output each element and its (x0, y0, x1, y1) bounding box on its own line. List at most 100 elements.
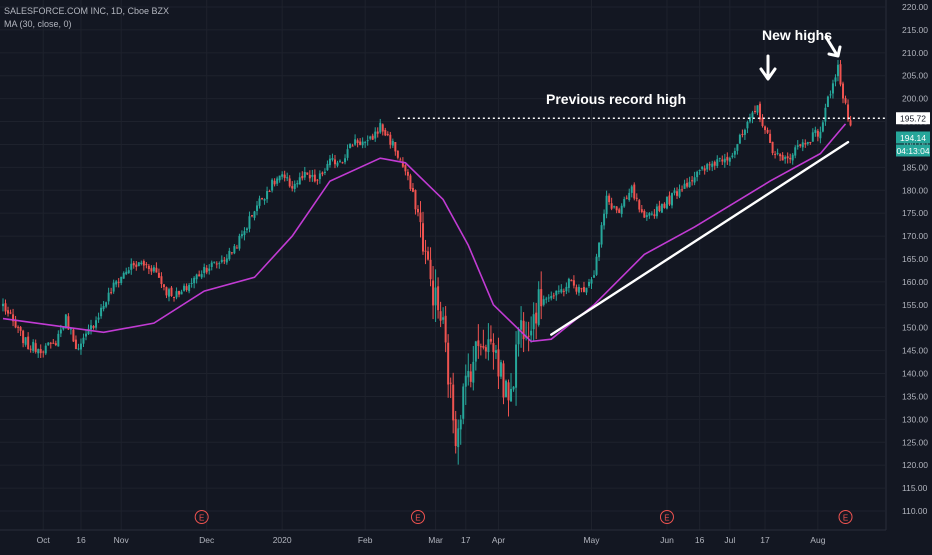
candle-body (7, 310, 10, 314)
candle-body (587, 281, 590, 287)
candle (336, 160, 339, 168)
candle-body (713, 161, 716, 166)
candle (711, 160, 714, 172)
candle-body (235, 247, 238, 249)
candle-body (208, 268, 211, 271)
candle-body (691, 180, 694, 182)
candles (2, 59, 852, 465)
candle-body (673, 190, 676, 194)
candle-body (819, 131, 822, 139)
candle-body (658, 205, 661, 212)
candle-body (449, 382, 452, 384)
candle-body (585, 287, 588, 293)
candle (542, 295, 545, 307)
candle-body (643, 210, 646, 218)
candle (416, 205, 419, 217)
candle-body (527, 335, 530, 337)
candle-body (283, 174, 286, 178)
candle (64, 313, 67, 329)
candle (49, 341, 52, 349)
candle-body (590, 279, 593, 284)
candle-body (826, 96, 829, 107)
candle-body (386, 133, 389, 136)
candle-body (686, 182, 689, 187)
y-tick-label: 130.00 (902, 414, 928, 424)
candle (608, 193, 611, 205)
candle (794, 145, 797, 159)
candle (771, 141, 774, 156)
candle (706, 162, 709, 173)
candle (190, 278, 193, 288)
candle (527, 321, 530, 352)
record-price-tag-text: 195.72 (900, 114, 926, 124)
candle-body (326, 163, 329, 171)
candle-body (22, 330, 25, 344)
candle (328, 155, 331, 168)
candle-body (9, 312, 12, 314)
candle-body (593, 275, 596, 278)
candle-body (371, 135, 374, 140)
candle-body (660, 203, 663, 213)
candle (291, 181, 294, 192)
candle (127, 266, 130, 274)
candle-body (125, 271, 128, 275)
candle (600, 222, 603, 248)
candle (512, 386, 515, 392)
candle-body (751, 112, 754, 118)
candle-body (34, 343, 37, 352)
y-tick-label: 120.00 (902, 460, 928, 470)
candle (170, 286, 173, 297)
candle-body (663, 203, 666, 208)
candle (494, 344, 497, 360)
annotation-arrows (759, 35, 842, 81)
candle-body (515, 344, 518, 388)
candle-body (779, 154, 782, 157)
candle-body (567, 278, 570, 288)
candle-body (391, 140, 394, 146)
candle-body (69, 328, 72, 330)
candle-body (718, 157, 721, 159)
candle-body (281, 174, 284, 177)
candle-body (44, 345, 47, 354)
candle (97, 312, 100, 323)
candle (789, 153, 792, 164)
candle (39, 344, 42, 358)
candle (786, 152, 789, 164)
candle (464, 364, 467, 405)
candle-body (786, 156, 789, 159)
candle (155, 262, 158, 273)
candle-body (321, 172, 324, 175)
candle (452, 372, 455, 434)
candle-body (145, 264, 148, 266)
candle (570, 279, 573, 282)
y-tick-label: 185.00 (902, 162, 928, 172)
candle (281, 171, 284, 180)
candle (688, 176, 691, 188)
candle (552, 292, 555, 300)
candle (474, 340, 477, 371)
y-tick-label: 160.00 (902, 277, 928, 287)
candle-body (225, 258, 228, 263)
candle (660, 203, 663, 214)
candle (791, 152, 794, 165)
candle-body (291, 186, 294, 189)
candle-body (738, 134, 741, 144)
candle-body (753, 110, 756, 112)
candle-body (361, 141, 364, 146)
candle-body (716, 159, 719, 166)
trendline (550, 140, 850, 336)
candle (572, 275, 575, 289)
candle (175, 287, 178, 300)
candle-body (349, 143, 352, 149)
candle (522, 312, 525, 353)
candle-body (748, 117, 751, 122)
candle (811, 128, 814, 142)
candle (218, 261, 221, 269)
candle (437, 277, 440, 319)
candle (419, 201, 422, 238)
candle-body (776, 152, 779, 154)
candle-body (273, 180, 276, 185)
candle-body (824, 107, 827, 122)
